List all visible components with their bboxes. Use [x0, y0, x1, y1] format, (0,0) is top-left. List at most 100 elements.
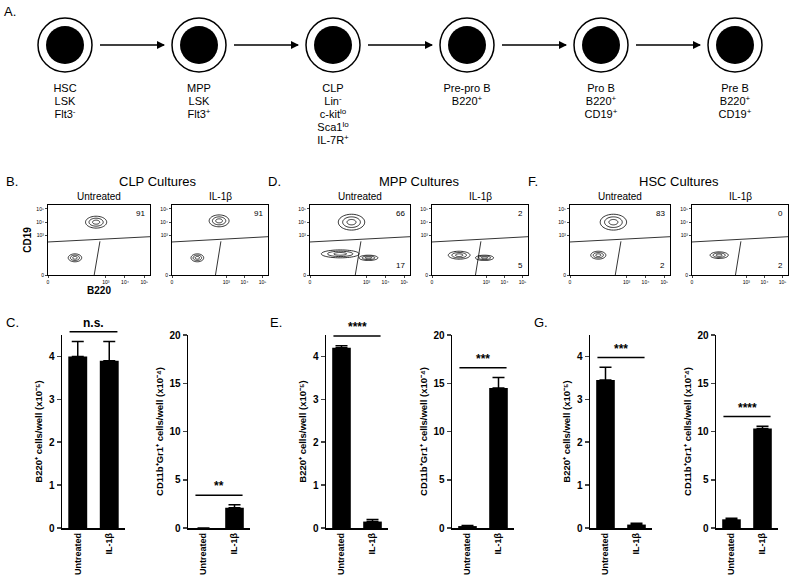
svg-text:IL-1β: IL-1β: [104, 533, 114, 555]
svg-text:10⁴: 10⁴: [558, 219, 566, 225]
svg-text:10⁴: 10⁴: [642, 279, 650, 285]
svg-text:IL-1β: IL-1β: [209, 191, 232, 202]
svg-text:0: 0: [778, 209, 783, 218]
svg-text:10⁵: 10⁵: [680, 206, 688, 212]
svg-text:20: 20: [697, 330, 709, 341]
svg-text:CD19+: CD19+: [585, 107, 618, 120]
svg-text:10⁴: 10⁴: [680, 219, 688, 225]
svg-text:10⁵: 10⁵: [140, 279, 148, 285]
svg-text:0: 0: [439, 523, 445, 534]
svg-text:**: **: [214, 479, 224, 493]
svg-text:10³: 10³: [299, 232, 307, 238]
svg-text:10³: 10³: [559, 232, 567, 238]
svg-text:Lin-: Lin-: [324, 94, 342, 107]
svg-text:IL-7R+: IL-7R+: [317, 133, 349, 146]
svg-text:G.: G.: [534, 315, 548, 330]
svg-text:10⁵: 10⁵: [401, 279, 409, 285]
svg-text:A.: A.: [4, 4, 16, 19]
svg-text:2: 2: [518, 209, 523, 218]
svg-text:IL-1β: IL-1β: [631, 533, 641, 555]
svg-text:0: 0: [309, 279, 312, 285]
svg-text:0: 0: [171, 279, 174, 285]
svg-text:1: 1: [313, 480, 319, 491]
svg-text:0: 0: [47, 279, 50, 285]
svg-text:10³: 10³: [421, 232, 429, 238]
svg-text:10³: 10³: [743, 279, 751, 285]
svg-text:Untreated: Untreated: [726, 533, 736, 575]
svg-text:IL-1β: IL-1β: [493, 533, 503, 555]
svg-text:Untreated: Untreated: [198, 533, 208, 575]
svg-text:MPP Cultures: MPP Cultures: [379, 174, 459, 189]
svg-text:10⁴: 10⁴: [36, 219, 44, 225]
svg-text:5: 5: [703, 474, 709, 485]
svg-text:LSK: LSK: [189, 95, 210, 107]
svg-text:B220⁺ cells/well (x10⁻⁵): B220⁺ cells/well (x10⁻⁵): [297, 380, 308, 482]
svg-text:10⁵: 10⁵: [519, 279, 527, 285]
svg-text:10⁴: 10⁴: [241, 279, 249, 285]
svg-text:Pro B: Pro B: [587, 82, 615, 94]
svg-text:17: 17: [396, 261, 405, 270]
svg-text:Untreated: Untreated: [77, 191, 121, 202]
svg-text:B220⁺ cells/well (x10⁻⁵): B220⁺ cells/well (x10⁻⁵): [33, 380, 44, 482]
svg-text:CLP: CLP: [322, 82, 343, 94]
svg-text:91: 91: [136, 209, 145, 218]
svg-text:1: 1: [49, 480, 55, 491]
svg-text:2: 2: [313, 437, 319, 448]
svg-text:IL-1β: IL-1β: [729, 191, 752, 202]
svg-text:IL-1β: IL-1β: [469, 191, 492, 202]
svg-text:4: 4: [49, 351, 55, 362]
svg-text:CD19: CD19: [22, 227, 33, 253]
svg-text:B220: B220: [87, 285, 111, 296]
svg-text:0: 0: [685, 272, 688, 278]
svg-text:Untreated: Untreated: [598, 191, 642, 202]
svg-text:2: 2: [577, 437, 583, 448]
svg-text:10⁵: 10⁵: [36, 206, 44, 212]
svg-text:0: 0: [431, 279, 434, 285]
svg-text:5: 5: [175, 474, 181, 485]
svg-text:Untreated: Untreated: [338, 191, 382, 202]
svg-text:****: ****: [348, 320, 367, 334]
svg-text:MPP: MPP: [187, 82, 211, 94]
svg-text:10³: 10³: [102, 279, 110, 285]
svg-text:B220+: B220+: [586, 94, 617, 107]
svg-text:10⁵: 10⁵: [779, 279, 787, 285]
svg-text:20: 20: [433, 330, 445, 341]
svg-text:Untreated: Untreated: [73, 533, 83, 575]
svg-text:0: 0: [41, 272, 44, 278]
svg-text:****: ****: [738, 401, 757, 415]
svg-text:10: 10: [433, 426, 445, 437]
svg-text:n.s.: n.s.: [83, 316, 104, 330]
svg-text:0: 0: [303, 272, 306, 278]
svg-text:10⁵: 10⁵: [160, 206, 168, 212]
svg-text:HSC Cultures: HSC Cultures: [639, 174, 719, 189]
svg-text:Flt3+: Flt3+: [187, 107, 210, 120]
svg-text:10³: 10³: [223, 279, 231, 285]
svg-text:83: 83: [656, 209, 665, 218]
svg-text:0: 0: [425, 272, 428, 278]
svg-text:10⁴: 10⁴: [420, 219, 428, 225]
svg-text:10⁵: 10⁵: [558, 206, 566, 212]
svg-text:15: 15: [169, 378, 181, 389]
svg-text:CD11b⁺Gr1⁺ cells/well (x10⁻⁴): CD11b⁺Gr1⁺ cells/well (x10⁻⁴): [418, 367, 429, 496]
svg-text:20: 20: [169, 330, 181, 341]
svg-text:15: 15: [433, 378, 445, 389]
svg-text:CD19+: CD19+: [719, 107, 752, 120]
svg-text:10⁵: 10⁵: [661, 279, 669, 285]
svg-text:0: 0: [165, 272, 168, 278]
svg-text:10⁵: 10⁵: [420, 206, 428, 212]
svg-text:0: 0: [577, 523, 583, 534]
svg-text:Pre-pro B: Pre-pro B: [443, 82, 490, 94]
svg-text:0: 0: [691, 279, 694, 285]
svg-text:1: 1: [577, 480, 583, 491]
svg-text:0: 0: [49, 523, 55, 534]
svg-text:B220+: B220+: [452, 94, 483, 107]
svg-text:10⁴: 10⁴: [501, 279, 509, 285]
svg-text:Untreated: Untreated: [462, 533, 472, 575]
svg-text:0: 0: [563, 272, 566, 278]
svg-text:Flt3-: Flt3-: [54, 107, 75, 120]
svg-text:15: 15: [697, 378, 709, 389]
svg-text:10⁵: 10⁵: [298, 206, 306, 212]
svg-text:5: 5: [439, 474, 445, 485]
svg-text:B220⁺ cells/well (x10⁻⁵): B220⁺ cells/well (x10⁻⁵): [561, 380, 572, 482]
svg-text:B.: B.: [6, 174, 18, 189]
